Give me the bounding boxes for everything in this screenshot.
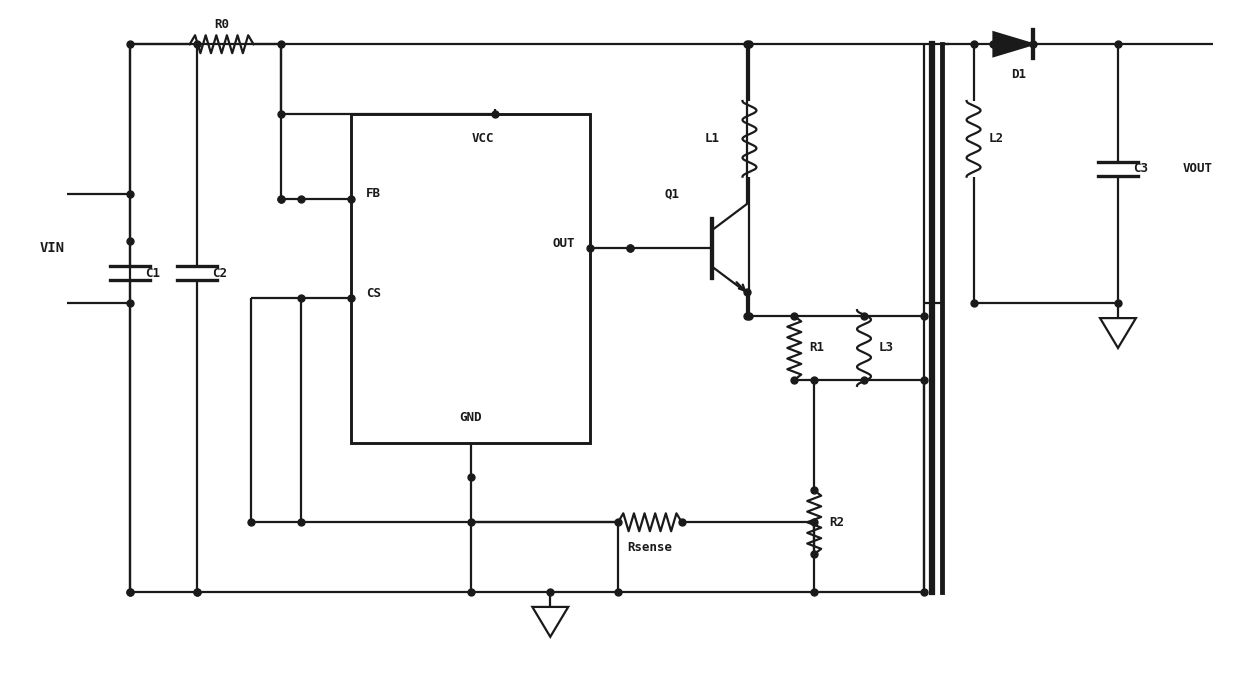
Text: VIN: VIN — [40, 241, 64, 255]
Text: R1: R1 — [810, 341, 825, 354]
Text: L2: L2 — [988, 132, 1003, 145]
Text: C3: C3 — [1133, 162, 1148, 175]
Text: L1: L1 — [704, 132, 719, 145]
Text: D1: D1 — [1011, 67, 1025, 80]
Text: Q1: Q1 — [665, 187, 680, 200]
Text: FB: FB — [366, 187, 381, 200]
Text: L3: L3 — [879, 341, 894, 354]
Text: C2: C2 — [212, 267, 227, 280]
Text: OUT: OUT — [553, 237, 575, 250]
Text: GND: GND — [459, 411, 482, 424]
Bar — [351, 114, 590, 442]
Text: VOUT: VOUT — [1183, 162, 1213, 175]
Text: R0: R0 — [215, 18, 229, 31]
Polygon shape — [993, 32, 1033, 56]
Text: VCC: VCC — [471, 132, 494, 145]
Text: C1: C1 — [145, 267, 160, 280]
Text: Rsense: Rsense — [627, 541, 672, 554]
Text: R2: R2 — [830, 516, 844, 529]
Text: CS: CS — [366, 287, 381, 300]
